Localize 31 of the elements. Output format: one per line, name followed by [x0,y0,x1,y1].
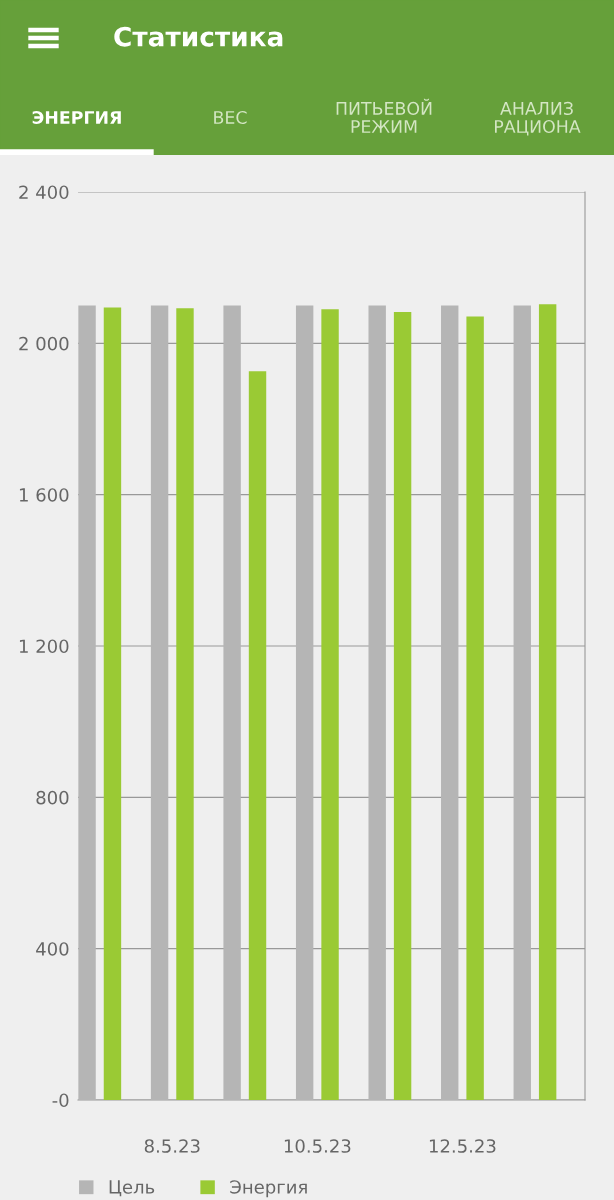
bar [368,305,386,1100]
legend-label: Энергия [230,1180,307,1198]
x-tick-label: 8.5.23 [144,1139,200,1153]
x-tick-label: 10.5.23 [284,1139,351,1153]
x-tick-label: 12.5.23 [429,1139,496,1153]
y-tick-label: 800 [36,790,69,805]
bar [78,305,96,1100]
text: ВЕС [214,110,247,125]
y-tick-label: 2 000 [19,336,69,351]
text: АНАЛИЗ РАЦИОНА [495,101,581,136]
bar [223,305,241,1100]
bar [321,309,339,1100]
y-tick-label: 1 600 [19,488,69,502]
bar [466,316,484,1100]
bar [295,305,314,1100]
bar [393,311,412,1100]
y-tick-label: 400 [36,942,69,956]
y-tick-label: -0 [52,1093,69,1108]
bar [441,305,459,1100]
chart-title: Статистика [114,26,283,47]
legend-label: Цель [109,1180,155,1197]
bar [103,307,122,1100]
bar [513,305,531,1100]
y-tick-label: 1 200 [19,639,69,654]
bar [538,304,557,1100]
bar [150,305,169,1100]
bar [248,371,267,1100]
text: ПИТЬЕВОЙ РЕЖИМ [336,98,432,133]
text: ЭНЕРГИЯ [32,110,121,125]
y-tick-label: 2 400 [19,185,69,200]
bar [176,308,194,1100]
